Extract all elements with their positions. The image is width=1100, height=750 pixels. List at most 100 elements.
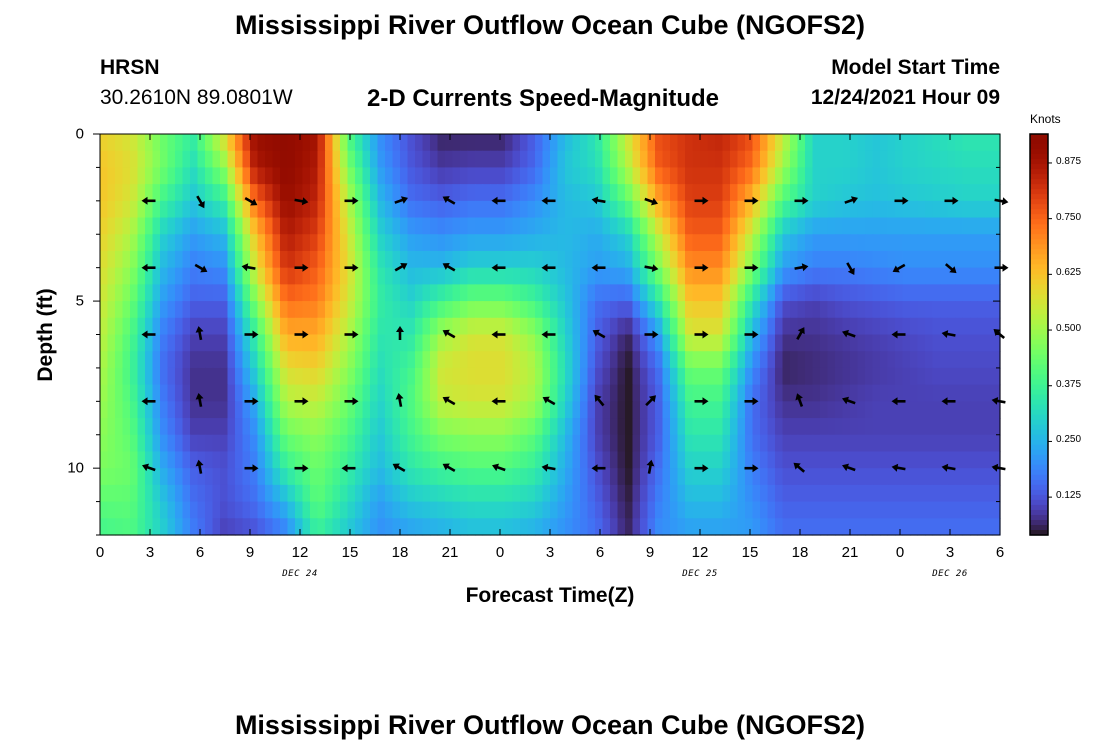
heatmap-cell <box>947 301 956 319</box>
heatmap-cell <box>797 484 806 503</box>
heatmap-cell <box>932 501 941 519</box>
heatmap-cell <box>385 234 394 252</box>
heatmap-cell <box>610 518 619 536</box>
heatmap-cell <box>145 401 154 419</box>
heatmap-cell <box>827 468 836 486</box>
heatmap-cell <box>137 451 146 469</box>
heatmap-cell <box>145 134 154 152</box>
colorbar-step <box>1030 239 1048 245</box>
heatmap-cell <box>580 217 589 235</box>
heatmap-cell <box>677 134 686 152</box>
heatmap-cell <box>257 468 266 486</box>
heatmap-cell <box>325 484 334 503</box>
heatmap-cell <box>955 401 964 419</box>
colorbar-tick-label: 0.750 <box>1056 211 1082 223</box>
heatmap-cell <box>182 518 191 536</box>
heatmap-cell <box>625 150 634 169</box>
heatmap-cell <box>970 150 979 169</box>
heatmap-cell <box>137 518 146 536</box>
heatmap-cell <box>812 401 821 419</box>
heatmap-cell <box>880 184 889 202</box>
heatmap-cell <box>415 384 424 402</box>
colorbar-step <box>1030 524 1048 531</box>
heatmap-cell <box>497 518 506 536</box>
colorbar-step <box>1030 329 1048 336</box>
heatmap-cell <box>587 518 596 536</box>
heatmap-cell <box>572 334 581 352</box>
heatmap-cell <box>407 217 416 235</box>
heatmap-cell <box>107 434 116 453</box>
heatmap-cell <box>497 451 506 469</box>
heatmap-cell <box>677 167 686 185</box>
heatmap-cell <box>902 284 911 302</box>
heatmap-cell <box>460 217 469 235</box>
heatmap-cell <box>212 384 221 402</box>
heatmap-cell <box>362 167 371 185</box>
heatmap-cell <box>647 518 656 536</box>
heatmap-cell <box>955 150 964 169</box>
heatmap-cell <box>475 484 484 503</box>
heatmap-cell <box>745 451 754 469</box>
heatmap-cell <box>955 351 964 369</box>
heatmap-cell <box>985 150 994 169</box>
heatmap-cell <box>122 334 131 352</box>
heatmap-cell <box>715 451 724 469</box>
heatmap-cell <box>122 501 131 519</box>
heatmap-cell <box>167 351 176 369</box>
heatmap-cell <box>422 351 431 369</box>
heatmap-cell <box>865 150 874 169</box>
heatmap-cell <box>820 351 829 369</box>
heatmap-cell <box>602 484 611 503</box>
current-arrow <box>644 197 658 206</box>
heatmap-cell <box>227 501 236 519</box>
heatmap-cell <box>130 250 139 269</box>
heatmap-cell <box>407 234 416 252</box>
heatmap-cell <box>182 301 191 319</box>
y-tick-label: 5 <box>75 292 84 310</box>
colorbar-step <box>1030 134 1048 140</box>
heatmap-cell <box>265 434 274 453</box>
heatmap-cell <box>805 301 814 319</box>
heatmap-cell <box>685 217 694 235</box>
heatmap-cell <box>370 184 379 202</box>
heatmap-cell <box>115 351 124 369</box>
heatmap-cell <box>272 351 281 369</box>
heatmap-cell <box>265 217 274 235</box>
heatmap-cell <box>955 418 964 436</box>
heatmap-cell <box>692 484 701 503</box>
heatmap-cell <box>737 301 746 319</box>
heatmap-cell <box>677 484 686 503</box>
heatmap-cell <box>827 134 836 152</box>
heatmap-cell <box>850 451 859 469</box>
heatmap-cell <box>242 200 251 219</box>
heatmap-cell <box>587 501 596 519</box>
heatmap-cell <box>415 284 424 302</box>
heatmap-cell <box>895 451 904 469</box>
heatmap-cell <box>850 367 859 386</box>
heatmap-cell <box>377 217 386 235</box>
heatmap-cell <box>242 250 251 269</box>
heatmap-cell <box>970 484 979 503</box>
heatmap-cell <box>452 134 461 152</box>
heatmap-cell <box>242 418 251 436</box>
heatmap-cell <box>242 468 251 486</box>
heatmap-cell <box>205 518 214 536</box>
heatmap-cell <box>572 518 581 536</box>
heatmap-cell <box>677 501 686 519</box>
heatmap-cell <box>617 217 626 235</box>
heatmap-cell <box>692 518 701 536</box>
current-arrow <box>442 329 456 339</box>
heatmap-cell <box>617 451 626 469</box>
heatmap-cell <box>482 267 491 285</box>
heatmap-cell <box>445 334 454 352</box>
heatmap-cell <box>947 167 956 185</box>
heatmap-cell <box>902 501 911 519</box>
heatmap-cell <box>662 284 671 302</box>
heatmap-cell <box>625 434 634 453</box>
heatmap-cell <box>512 317 521 336</box>
heatmap-cell <box>385 434 394 453</box>
heatmap-cell <box>490 317 499 336</box>
heatmap-cell <box>970 334 979 352</box>
heatmap-cell <box>422 250 431 269</box>
x-tick-label: 18 <box>391 544 409 561</box>
